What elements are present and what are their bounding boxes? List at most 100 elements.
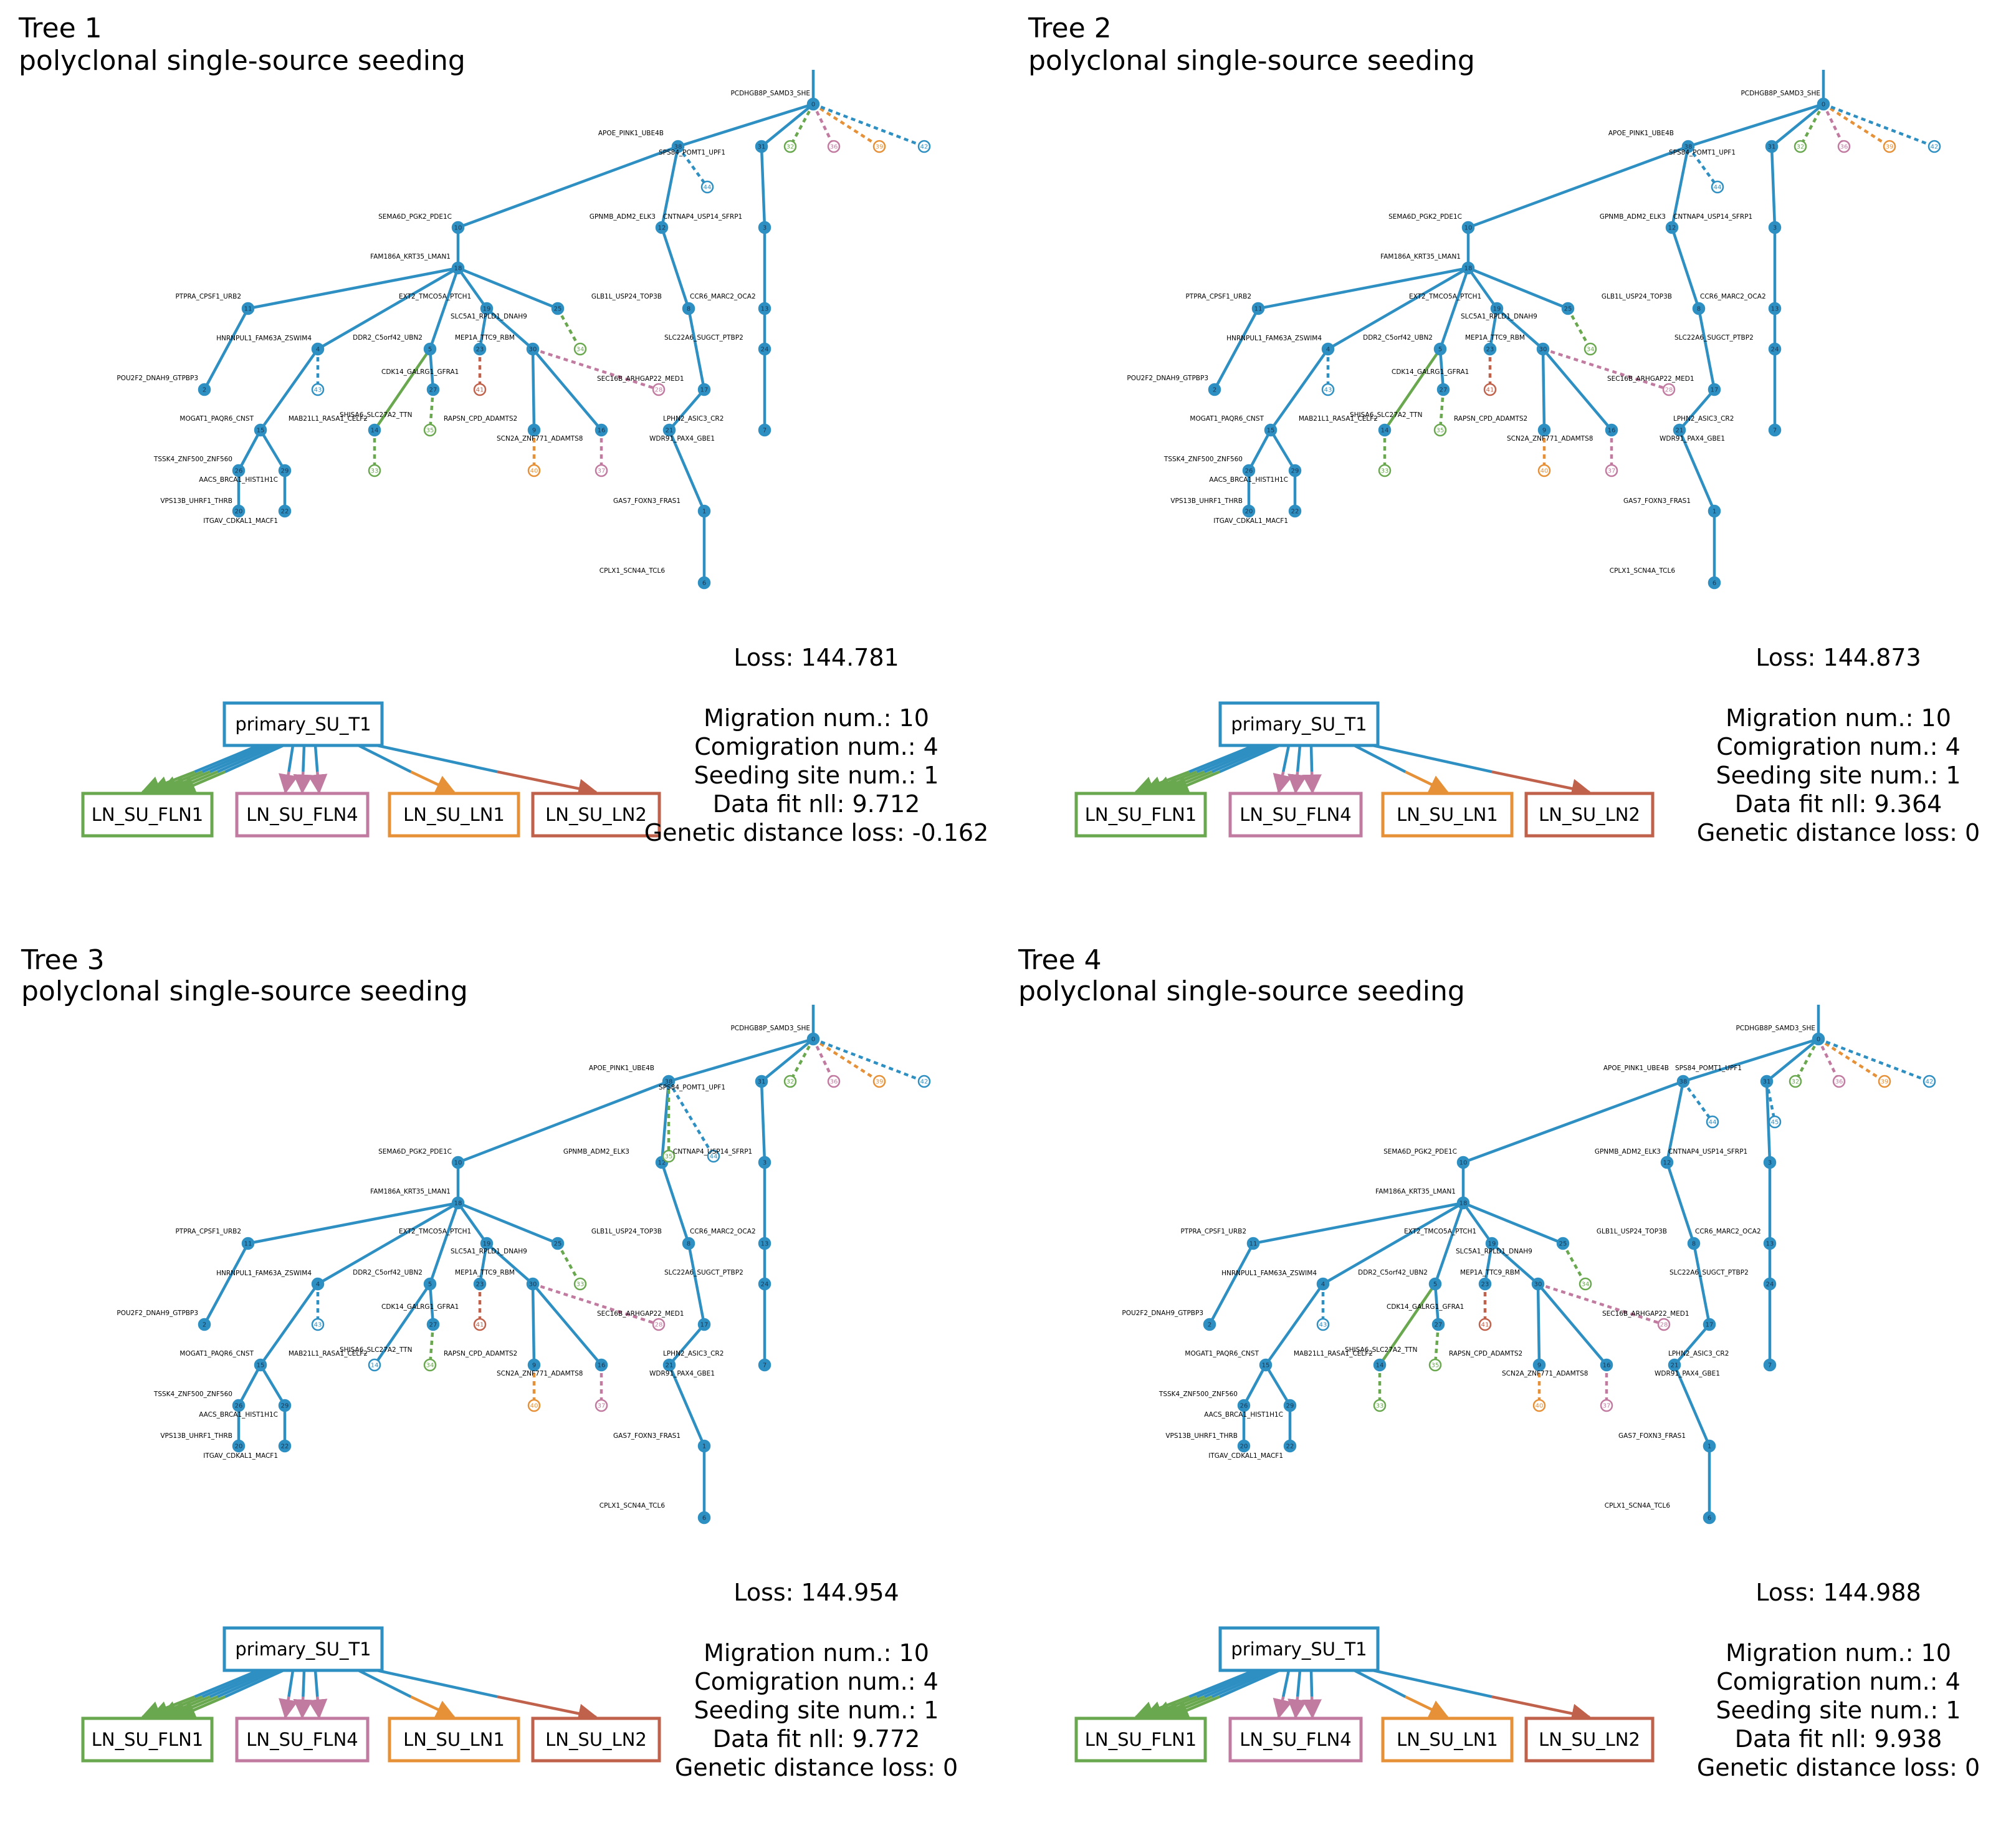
mutation-label: SHISA6_SLC27A2_TTN [340,411,412,419]
tree-node: 34 [1579,1277,1592,1291]
primary-site-node: primary_SU_T1 [1218,1626,1380,1672]
mutation-label: TSSK4_ZNF500_ZNF560 [1158,1391,1238,1398]
tree-edge [428,1283,435,1325]
tree-node: 41 [473,383,487,396]
tree-node: 21 [662,423,676,437]
tree-node: 32 [783,1075,797,1088]
node-id: 39 [876,1079,884,1086]
migration-edge [166,1668,278,1720]
tree-edge [668,1323,705,1366]
node-id: 1 [1712,509,1716,515]
node-id: 31 [758,1079,766,1086]
node-id: 33 [371,468,379,475]
tree-node: 20 [1242,504,1256,518]
mutation-label: MEP1A_TTC9_RBM [455,1269,515,1276]
node-id: 33 [1376,1403,1384,1410]
tree-node: 13 [1763,1237,1777,1250]
tree-subtitle: polyclonal single-source seeding [1018,975,1465,1007]
migration-edge [307,745,328,795]
mutation-label: MAB21L1_RASA1_CELF2 [289,415,368,423]
tree-edge [1692,1243,1711,1325]
tree-node: 35 [1428,1358,1442,1372]
node-id: 18 [1459,1200,1468,1207]
mutation-label: VPS13B_UHRF1_THRB [160,497,232,505]
primary-site-node: primary_SU_T1 [222,1626,384,1672]
migration-graph: primary_SU_T1 LN_SU_FLN1 LN_SU_FLN4 LN_SU_L… [81,701,661,838]
migration-edge [1372,1668,1592,1723]
tree-edge [1688,102,1824,148]
node-id: 11 [244,1241,252,1248]
metastatic-site-node: LN_SU_FLN4 [1228,792,1363,838]
tree-edge [660,1081,671,1163]
migration-edge [1142,744,1261,795]
node-id: 15 [257,1362,265,1369]
mutation-label: SEMA6D_PGK2_PDE1C [378,213,452,221]
tree-node: 6 [697,1511,711,1525]
node-id: 27 [1440,387,1448,394]
tree-edge [1697,308,1716,390]
tree-node: 22 [1283,1439,1297,1453]
tree-node: 5 [423,342,437,356]
tree-edge [1248,429,1272,472]
tree-edge [1438,389,1445,431]
mutation-label: CDK14_GALRG1_GFRA1 [381,1303,459,1311]
node-id: 35 [1431,1362,1440,1369]
tree-edge [1765,1081,1777,1123]
mutation-label: HNRNPUL1_FAM63A_ZSWIM4 [216,335,312,342]
tree-edge [1468,145,1689,229]
tree-edge [1253,1201,1464,1245]
tree-node: 18 [451,1196,465,1210]
mutation-label: RAPSN_CPD_ADAMTS2 [444,1350,517,1357]
node-id: 3 [1768,1160,1772,1167]
tree-node: 44 [1711,180,1724,194]
tree-node: 35 [423,423,437,437]
migration-edge [1134,1668,1255,1720]
node-id: 34 [576,347,585,353]
tree-node: 26 [232,464,246,477]
tree-edge [1770,146,1777,228]
tree-node: 20 [232,1439,246,1453]
node-id: 11 [244,306,252,313]
site-label: LN_SU_FLN1 [92,804,203,825]
tree-node: 2 [198,1318,211,1331]
mutation-label: SPS84_POMT1_UPF1 [1669,149,1736,156]
tree-node: 25 [551,302,565,315]
metastatic-site-node: LN_SU_LN1 [1381,792,1514,838]
metastatic-site-node: LN_SU_FLN1 [81,1716,214,1763]
migration-edge [158,1668,272,1720]
tree-node: 25 [551,1237,565,1250]
node-id: 9 [532,428,536,434]
tree-node: 23 [1478,1277,1492,1291]
tree-node: 24 [1768,342,1782,356]
mutation-label: EXT2_TMCO5A_PTCH1 [1404,1228,1476,1235]
tree-edge [485,1242,534,1285]
node-id: 36 [830,144,838,151]
stat-line: Migration num.: 10 [704,1639,929,1667]
mutation-label: GAS7_FOXN3_FRAS1 [613,497,681,505]
tree-node: 29 [278,464,292,477]
node-id: 23 [1481,1281,1489,1288]
tree-node: 33 [368,464,381,477]
node-id: 11 [1254,306,1263,313]
tree-edge [457,1202,488,1245]
node-id: 37 [1608,468,1616,475]
mutation-label: ITGAV_CDKAL1_MACF1 [203,1452,278,1460]
tree-node: 27 [1431,1318,1445,1331]
tree-edge [1687,145,1719,188]
node-id: 5 [428,1281,432,1288]
mutation-label: EXT2_TMCO5A_PTCH1 [1409,293,1481,300]
mutation-label: AACS_BRCA1_HIST1H1C [1204,1411,1283,1419]
tree-node: 23 [473,1277,487,1291]
tree-node: 1 [1703,1439,1716,1453]
tree-edge [667,1080,715,1157]
tree-node: 6 [697,576,711,590]
node-id: 32 [786,144,795,151]
tree-node: 30 [1531,1277,1545,1291]
node-id: 32 [1797,144,1805,151]
tree-edge [760,1038,814,1083]
node-id: 12 [1668,225,1676,232]
tree-edge [1383,348,1441,431]
tree-node: 5 [423,1277,437,1291]
node-id: 35 [426,428,434,434]
node-id: 18 [454,1200,462,1207]
